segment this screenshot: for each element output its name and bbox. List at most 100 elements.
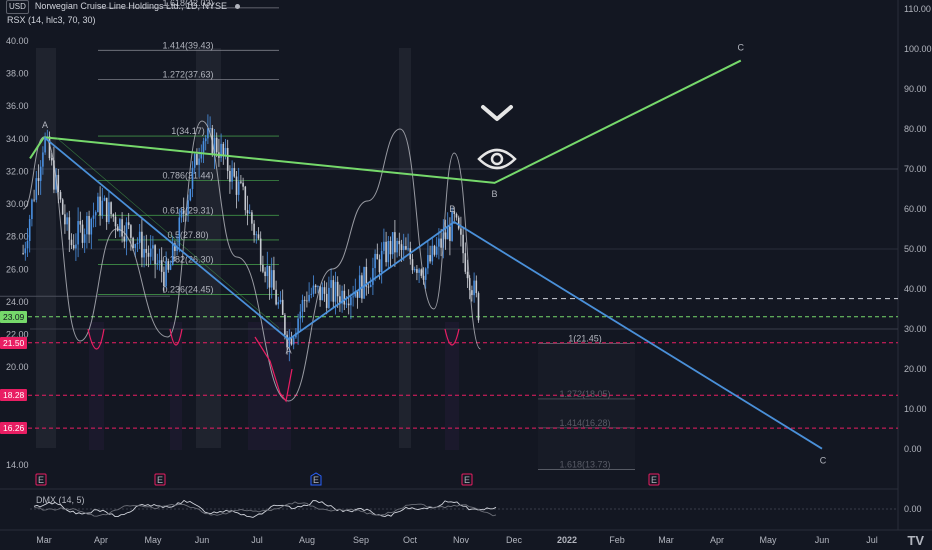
candle-body — [449, 226, 451, 241]
candle-body — [407, 248, 409, 250]
candle-body — [466, 271, 469, 279]
candle-body — [464, 253, 467, 272]
candle-body — [391, 232, 394, 255]
candle-body — [453, 211, 456, 214]
candle-body — [94, 212, 97, 216]
candle-body — [350, 297, 352, 306]
rsx-oversold-segment-4 — [444, 328, 460, 346]
symbol-title[interactable]: Norwegian Cruise Line Holdings Ltd., 1D,… — [34, 1, 227, 11]
candle-body — [317, 286, 319, 288]
candle-body — [266, 265, 269, 277]
candle-body — [389, 241, 392, 255]
candle-body — [132, 237, 134, 249]
projection-box — [538, 343, 635, 470]
candle-body — [374, 253, 376, 269]
candle-body — [411, 259, 414, 271]
candle-body — [418, 269, 420, 273]
candle-body — [288, 336, 291, 348]
candle-body — [24, 248, 27, 254]
eye-icon — [477, 148, 517, 170]
candle-body — [215, 137, 218, 153]
tradingview-logo-icon[interactable]: TV — [907, 533, 924, 548]
candle-body — [319, 286, 321, 301]
candle-body — [125, 222, 128, 242]
candle-body — [369, 284, 372, 287]
right-tick-label: 30.00 — [904, 324, 927, 334]
candle-body — [160, 260, 163, 272]
time-tick-label: Apr — [94, 535, 108, 545]
fib-label-8: 0.236(24.45) — [162, 285, 213, 295]
left-tick-label: 28.00 — [6, 232, 29, 242]
right-tick-label: 0.00 — [904, 444, 922, 454]
candle-body — [343, 290, 346, 305]
candle-body — [321, 287, 324, 301]
fib-label-7: 0.382(26.30) — [162, 254, 213, 264]
candle-body — [396, 240, 398, 253]
candle-body — [284, 314, 286, 335]
time-tick-label: Aug — [299, 535, 315, 545]
fib-label-4: 0.786(31.44) — [162, 171, 213, 181]
fib-label-2: 1.272(37.63) — [162, 70, 213, 80]
candle-body — [222, 143, 225, 155]
candle-body — [435, 246, 438, 255]
candle-body — [251, 212, 253, 224]
candle-body — [70, 239, 73, 246]
candle-body — [83, 234, 86, 243]
right-tick-label: 110.00 — [904, 4, 931, 14]
candle-body — [286, 334, 288, 348]
candle-body — [235, 176, 238, 195]
candle-body — [246, 210, 249, 214]
candle-body — [380, 250, 383, 273]
candle-body — [440, 238, 442, 248]
earnings-marker-label: E — [38, 475, 44, 485]
currency-badge: USD — [6, 0, 29, 14]
candle-body — [224, 147, 227, 155]
candle-body — [163, 271, 165, 287]
candle-body — [427, 255, 429, 269]
candle-body — [429, 255, 431, 262]
left-tick-label: 14.00 — [6, 460, 29, 470]
candle-body — [143, 249, 145, 258]
blue-abc-wave — [43, 136, 823, 450]
candle-body — [398, 240, 401, 245]
candle-body — [405, 246, 407, 250]
candle-body — [112, 214, 115, 217]
candle-body — [176, 246, 178, 251]
time-tick-label: Jun — [815, 535, 830, 545]
earnings-marker-label: E — [651, 475, 657, 485]
rsx-line — [22, 120, 481, 402]
candle-body — [438, 238, 440, 247]
candle-body — [444, 232, 447, 240]
candle-body — [273, 270, 275, 290]
candle-body — [270, 270, 273, 288]
overbought-zone-2 — [399, 48, 411, 448]
candle-body — [387, 241, 390, 263]
candle-body — [237, 181, 240, 195]
right-tick-label: 20.00 — [904, 364, 927, 374]
right-tick-label: 80.00 — [904, 124, 927, 134]
indicator-label[interactable]: RSX (14, hlc3, 70, 30) — [7, 15, 96, 25]
right-tick-label: 60.00 — [904, 204, 927, 214]
left-tick-label: 26.00 — [6, 264, 29, 274]
candle-body — [290, 336, 293, 345]
candle-body — [363, 266, 365, 299]
oversold-zone-1 — [170, 322, 182, 450]
candle-body — [226, 147, 229, 171]
candle-body — [22, 253, 24, 254]
candle-body — [413, 269, 416, 271]
candle-body — [97, 196, 99, 213]
blue-wave-label-b: B — [449, 204, 455, 214]
candle-body — [35, 178, 38, 200]
candle-body — [152, 245, 154, 249]
earnings-marker-3 — [461, 473, 473, 486]
candle-body — [207, 128, 209, 139]
time-tick-label: May — [759, 535, 777, 545]
left-tick-label: 22.00 — [6, 330, 29, 340]
fib-label-3: 1(34.17) — [171, 126, 205, 136]
candle-body — [257, 234, 260, 239]
green-wave-label-b: B — [492, 189, 498, 199]
candle-body — [39, 166, 42, 181]
candle-body — [169, 265, 172, 270]
candle-body — [33, 199, 35, 201]
candle-body — [460, 228, 462, 235]
